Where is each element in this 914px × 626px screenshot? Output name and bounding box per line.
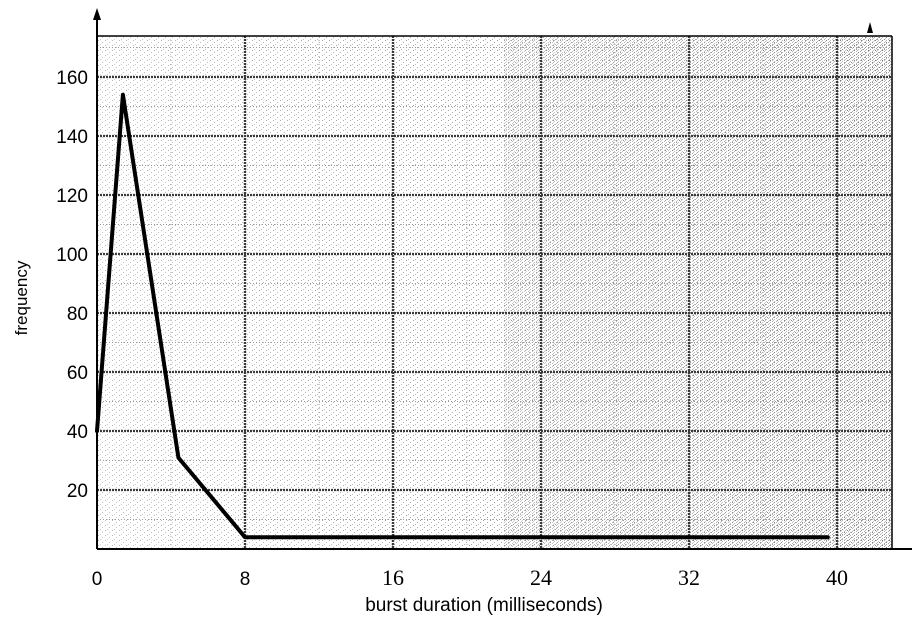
y-tick-label: 160 (56, 68, 88, 89)
y-tick-label: 140 (56, 127, 88, 148)
y-axis-arrow (93, 8, 101, 20)
y-tick-label: 100 (56, 245, 88, 266)
x-tick-label: 40 (826, 565, 848, 590)
data-point (121, 93, 125, 97)
data-point (176, 456, 180, 460)
data-point (95, 429, 99, 433)
x-tick-label: 32 (678, 565, 700, 590)
x-tick-label: 24 (530, 565, 552, 590)
y-tick-label: 120 (56, 186, 88, 207)
tick-labels: 20 40 60 80 100 120 140 160 0 8 16 24 32 40 (56, 68, 848, 590)
top-right-arrow-mark (867, 22, 873, 33)
grid-lines (97, 36, 892, 549)
x-axis-label: burst duration (milliseconds) (365, 595, 603, 616)
axes (93, 8, 912, 550)
stipple-fade (97, 36, 892, 549)
y-axis-label: frequency (12, 260, 31, 335)
y-tick-label: 20 (67, 481, 88, 502)
x-tick-label: 8 (240, 569, 251, 590)
y-tick-label: 60 (67, 363, 88, 384)
data-point (826, 535, 830, 539)
y-tick-label: 80 (67, 304, 88, 325)
x-tick-label: 16 (382, 565, 404, 590)
data-point (243, 535, 247, 539)
x-tick-label: 0 (92, 569, 103, 590)
plot-background (97, 36, 892, 549)
y-tick-label: 40 (67, 422, 88, 443)
series-group (95, 92, 830, 540)
